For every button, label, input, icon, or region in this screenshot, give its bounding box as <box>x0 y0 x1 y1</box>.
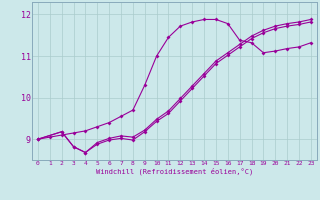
X-axis label: Windchill (Refroidissement éolien,°C): Windchill (Refroidissement éolien,°C) <box>96 168 253 175</box>
